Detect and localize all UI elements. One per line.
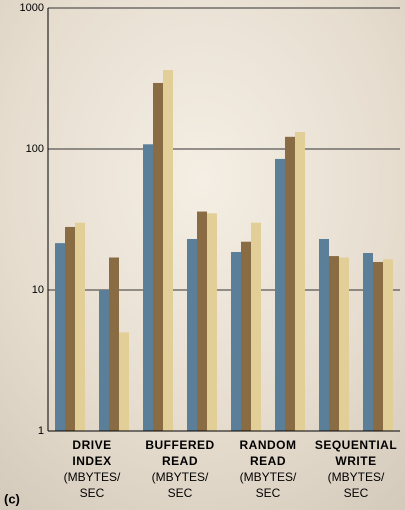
bar: [231, 251, 241, 431]
bar: [99, 290, 109, 431]
bar: [285, 136, 295, 432]
bar: [339, 257, 349, 431]
bar: [275, 158, 285, 431]
bar: [65, 226, 75, 431]
y-tick-label: 1: [38, 425, 44, 437]
bar: [109, 257, 119, 431]
x-tick-label: (MBYTES/: [152, 470, 209, 484]
x-tick-label: SEQUENTIAL: [315, 438, 397, 452]
bar: [295, 131, 305, 431]
x-tick-label: READ: [250, 454, 286, 468]
y-tick-label: 1000: [20, 2, 44, 14]
bar: [319, 238, 329, 431]
bar: [55, 243, 65, 431]
bar: [329, 256, 339, 431]
bar: [187, 238, 197, 431]
bar: [373, 261, 383, 431]
bar: [163, 70, 173, 432]
bar: [251, 222, 261, 431]
bar: [207, 213, 217, 431]
x-tick-label: (MBYTES/: [64, 470, 121, 484]
bar: [383, 259, 393, 431]
x-tick-label: DRIVE: [72, 438, 111, 452]
x-tick-label: READ: [162, 454, 198, 468]
x-tick-label: (MBYTES/: [240, 470, 297, 484]
bar: [363, 252, 373, 431]
x-tick-label: WRITE: [335, 454, 376, 468]
x-tick-label: BUFFERED: [145, 438, 214, 452]
bar: [75, 222, 85, 431]
x-tick-label: SEC: [168, 486, 193, 500]
y-tick-label: 10: [32, 284, 44, 296]
x-tick-label: RANDOM: [240, 438, 297, 452]
annotation: (c): [4, 491, 20, 506]
bar: [241, 241, 251, 431]
x-tick-label: SEC: [80, 486, 105, 500]
x-tick-label: INDEX: [72, 454, 111, 468]
bar: [119, 332, 129, 431]
x-tick-label: SEC: [256, 486, 281, 500]
bar: [143, 144, 153, 432]
y-tick-label: 100: [26, 143, 44, 155]
x-tick-label: SEC: [344, 486, 369, 500]
bar: [197, 211, 207, 431]
bar: [153, 82, 163, 432]
x-tick-label: (MBYTES/: [328, 470, 385, 484]
